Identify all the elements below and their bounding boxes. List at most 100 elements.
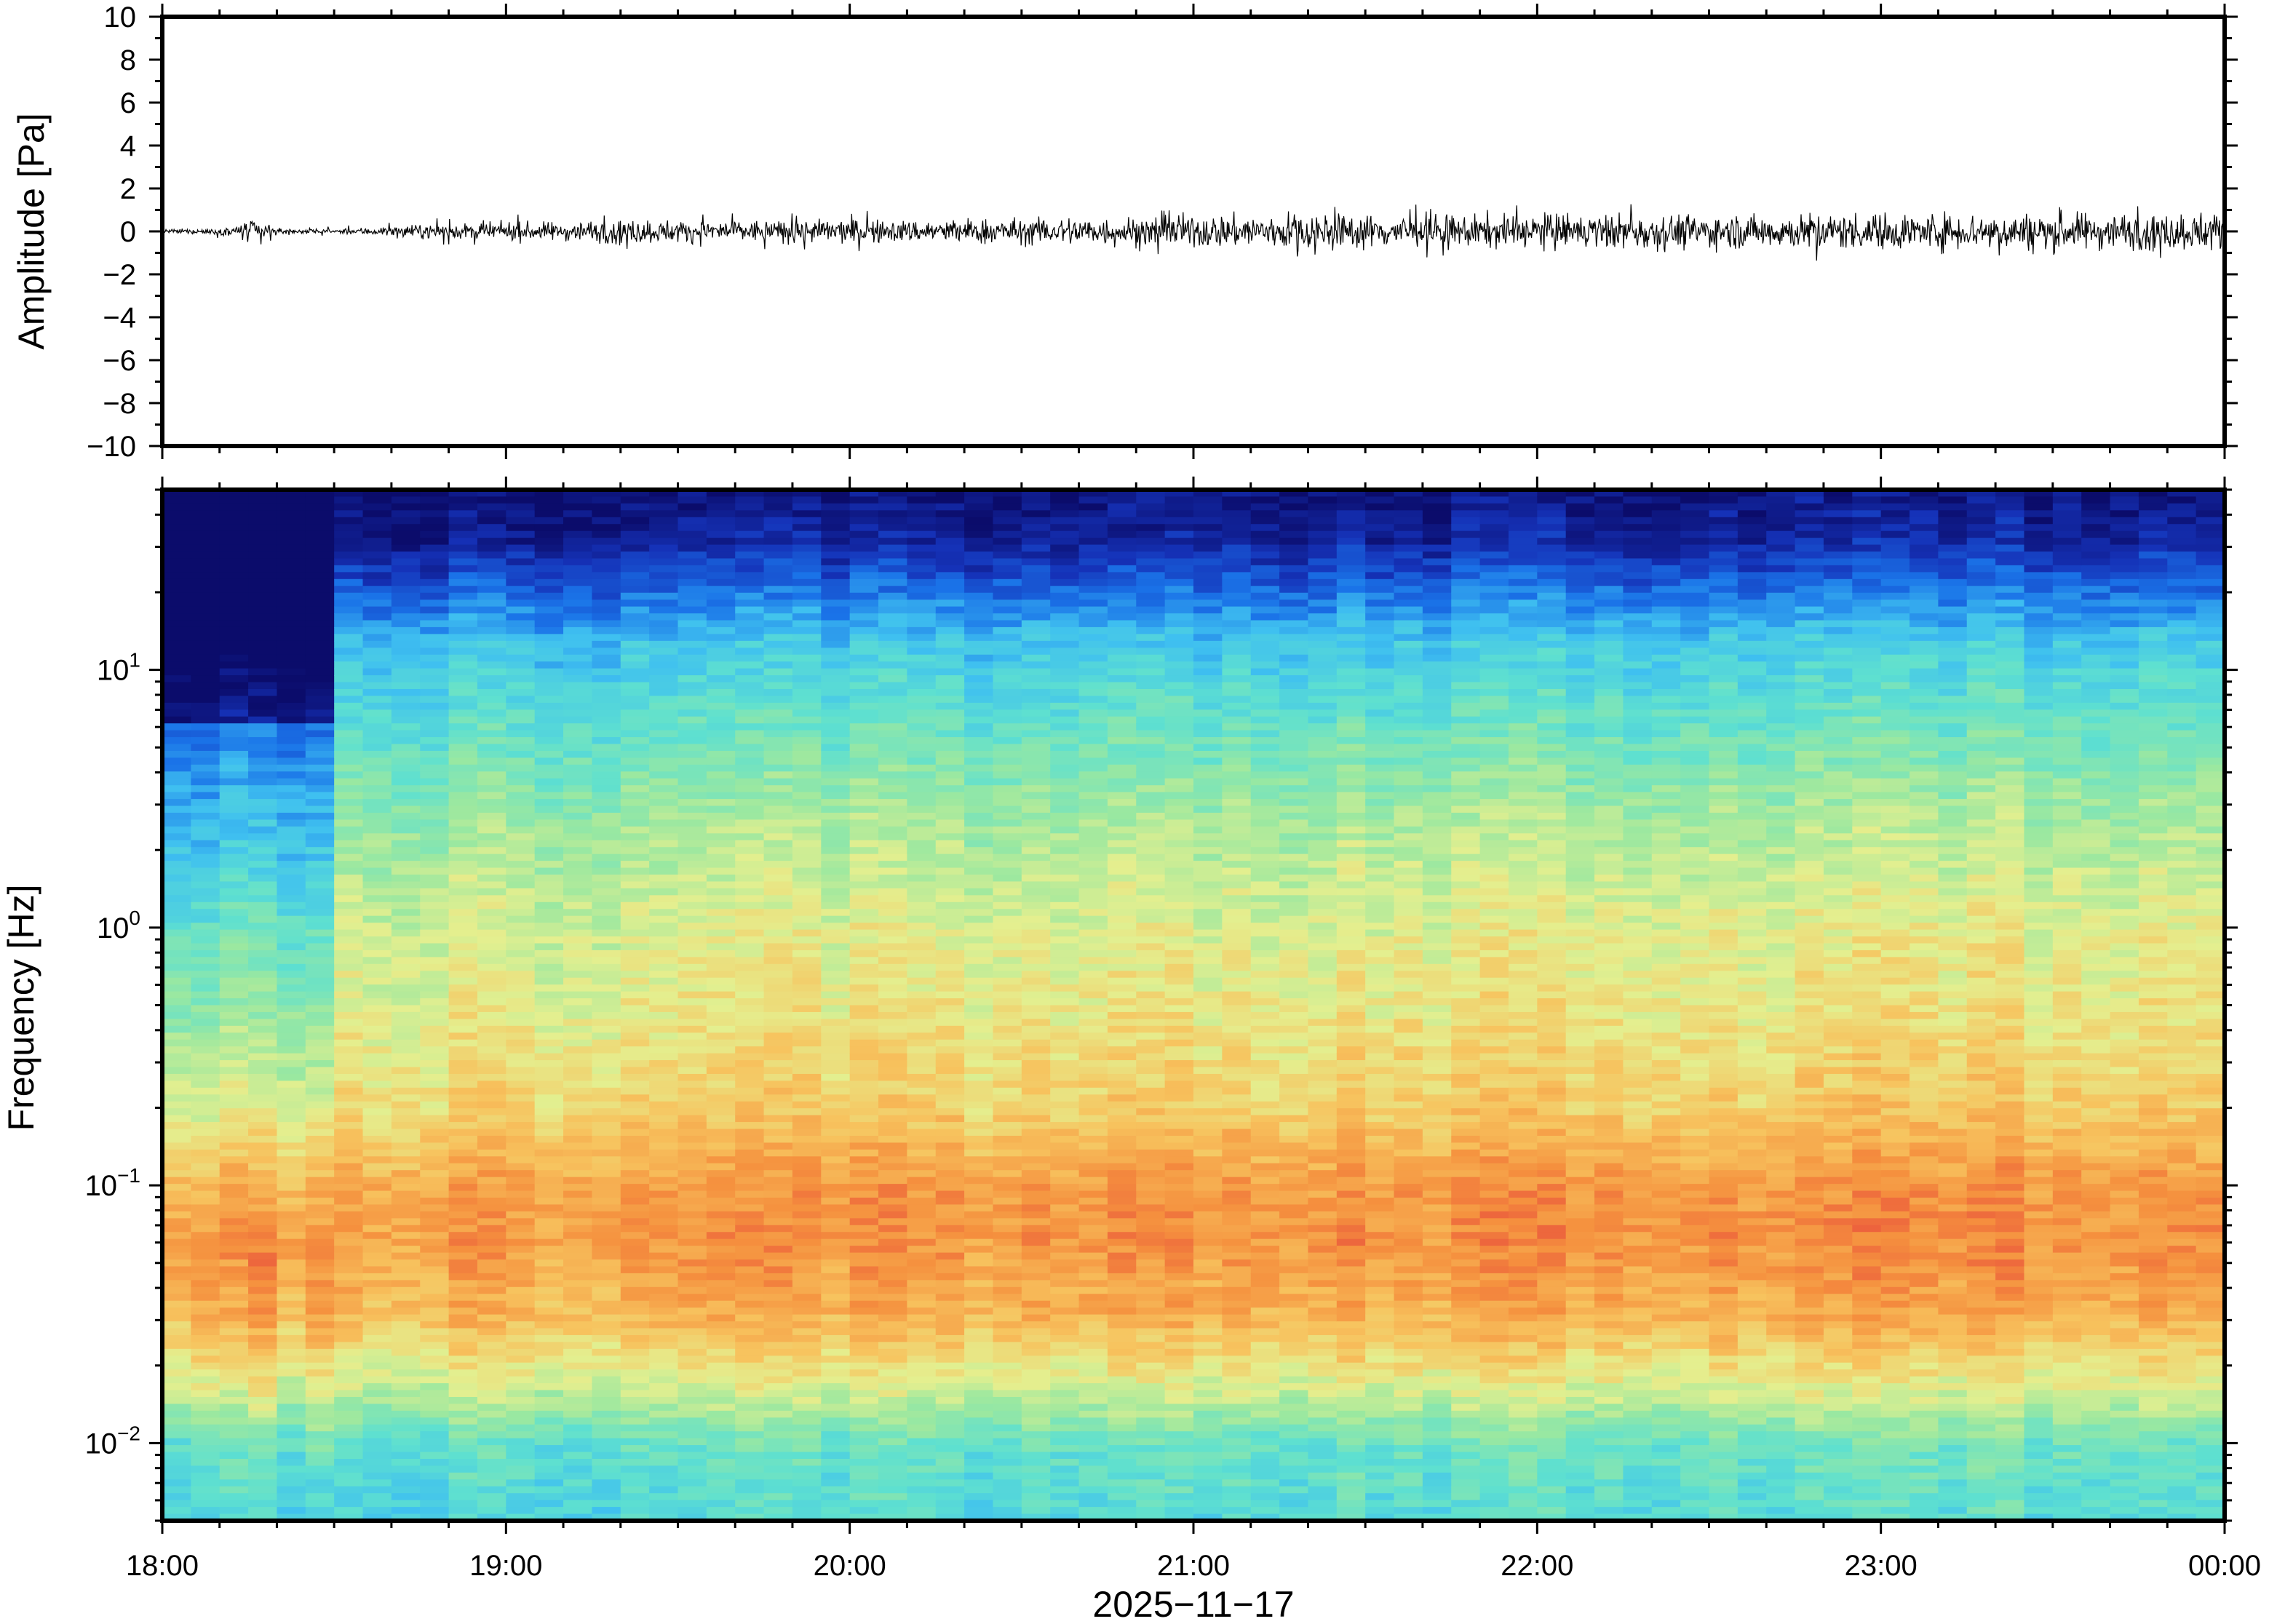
spectrogram-cell [362, 1252, 392, 1260]
spectrogram-cell [448, 833, 478, 841]
spectrogram-cell [993, 578, 1022, 586]
spectrogram-cell [821, 620, 851, 628]
spectrogram-cell [849, 833, 879, 841]
spectrogram-cell [706, 799, 736, 807]
spectrogram-cell [620, 1396, 650, 1405]
spectrogram-cell [506, 696, 536, 704]
spectrogram-cell [964, 1362, 994, 1370]
spectrogram-cell [821, 1204, 851, 1212]
spectrogram-cell [162, 1032, 191, 1040]
spectrogram-cell [448, 1011, 478, 1019]
spectrogram-cell [334, 1142, 364, 1150]
spectrogram-cell [620, 1156, 650, 1164]
spectrogram-cell [592, 888, 621, 896]
spectrogram-cell [563, 1452, 593, 1460]
spectrogram-cell [677, 1204, 707, 1212]
spectrogram-cell [391, 1190, 421, 1198]
spectrogram-cell [620, 1246, 650, 1254]
spectrogram-cell [334, 1356, 364, 1364]
spectrogram-cell [907, 1507, 937, 1515]
spectrogram-cell [1050, 661, 1080, 669]
spectrogram-cell [792, 764, 822, 772]
spectrogram-cell [849, 785, 879, 793]
spectrogram-cell [964, 592, 994, 600]
spectrogram-cell [448, 578, 478, 586]
spectrogram-cell [563, 626, 593, 634]
spectrogram-cell [993, 1328, 1022, 1336]
spectrogram-cell [1050, 1011, 1080, 1019]
spectrogram-cell [563, 1170, 593, 1178]
spectrogram-cell [391, 923, 421, 931]
spectrogram-cell [191, 1087, 220, 1095]
spectrogram-cell [821, 1067, 851, 1075]
spectrogram-cell [620, 1383, 650, 1391]
spectrogram-cell [219, 923, 249, 931]
spectrogram-cell [305, 1500, 335, 1508]
spectrogram-cell [964, 1452, 994, 1460]
spectrogram-cell [677, 1321, 707, 1329]
spectrogram-cell [1078, 1108, 1108, 1116]
spectrogram-cell [534, 929, 564, 937]
spectrogram-cell [477, 1348, 506, 1356]
spectrogram-cell [821, 1280, 851, 1288]
spectrogram-cell [191, 586, 220, 594]
spectrogram-cell [391, 984, 421, 992]
spectrogram-cell [1050, 909, 1080, 917]
spectrogram-cell [735, 1334, 765, 1342]
spectrogram-cell [420, 1479, 450, 1487]
spectrogram-cell [277, 613, 306, 621]
spectrogram-cell [477, 847, 506, 855]
spectrogram-cell [935, 1383, 965, 1391]
spectrogram-cell [763, 1458, 793, 1467]
spectrogram-cell [792, 1507, 822, 1515]
spectrogram-cell [677, 895, 707, 903]
spectrogram-cell [563, 634, 593, 642]
spectrogram-cell [534, 943, 564, 951]
spectrogram-cell [763, 654, 793, 662]
spectrogram-cell [563, 1129, 593, 1137]
spectrogram-cell [907, 991, 937, 999]
spectrogram-cell [993, 496, 1022, 504]
spectrogram-cell [563, 888, 593, 896]
spectrogram-cell [534, 1342, 564, 1350]
spectrogram-cell [878, 1438, 907, 1446]
spectrogram-cell [677, 943, 707, 951]
spectrogram-cell [248, 1273, 278, 1281]
spectrogram-cell [792, 1115, 822, 1123]
spectrogram-cell [592, 1135, 621, 1144]
spectrogram-cell [763, 1280, 793, 1288]
spectrogram-cell [534, 730, 564, 738]
spectrogram-cell [993, 1493, 1022, 1501]
spectrogram-cell [792, 490, 822, 498]
spectrogram-cell [821, 503, 851, 511]
spectrogram-cell [277, 950, 306, 958]
amplitude-tick-label: −2 [103, 259, 136, 291]
spectrogram-cell [821, 1383, 851, 1391]
spectrogram-cell [849, 991, 879, 999]
spectrogram-cell [620, 1218, 650, 1226]
spectrogram-cell [649, 1383, 679, 1391]
spectrogram-cell [219, 1493, 249, 1501]
spectrogram-cell [506, 496, 536, 504]
spectrogram-cell [534, 785, 564, 793]
spectrogram-cell [792, 785, 822, 793]
spectrogram-cell [792, 1177, 822, 1185]
spectrogram-cell [477, 558, 506, 566]
spectrogram-cell [219, 552, 249, 560]
spectrogram-cell [248, 950, 278, 958]
spectrogram-cell [878, 1232, 907, 1240]
spectrogram-cell [649, 1177, 679, 1185]
spectrogram-cell [277, 1225, 306, 1233]
spectrogram-cell [935, 1129, 965, 1137]
spectrogram-cell [792, 552, 822, 560]
spectrogram-cell [649, 1005, 679, 1013]
spectrogram-cell [763, 626, 793, 634]
spectrogram-cell [391, 1177, 421, 1185]
spectrogram-cell [792, 943, 822, 951]
spectrogram-cell [993, 1424, 1022, 1432]
spectrogram-cell [706, 971, 736, 979]
spectrogram-cell [706, 744, 736, 752]
spectrogram-cell [592, 1417, 621, 1425]
spectrogram-cell [534, 606, 564, 614]
spectrogram-cell [277, 1025, 306, 1033]
